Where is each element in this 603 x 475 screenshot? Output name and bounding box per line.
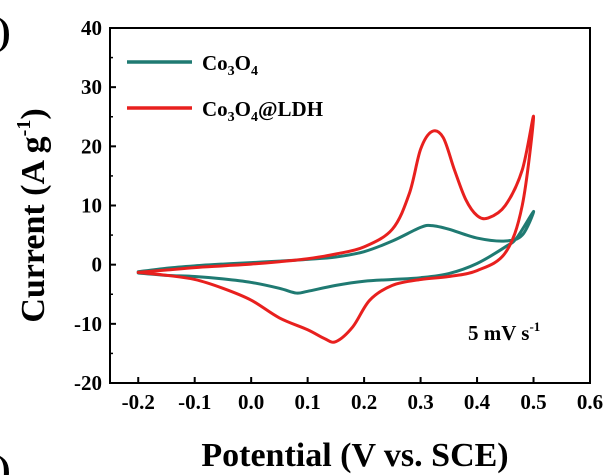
series-layer (136, 115, 536, 344)
x-tick-label: 0.5 (520, 390, 546, 414)
legend-label-part: Co (202, 51, 228, 75)
scan-rate-annotation: 5 mV s-1 (468, 319, 540, 345)
y-label-main: Current (A g (15, 136, 52, 322)
legend-label-part: 4 (251, 110, 258, 125)
y-tick-label: 20 (81, 134, 102, 158)
x-axis-ticks: -0.2 -0.1 0.0 0.1 0.2 0.3 0.4 0.5 0.6 (122, 377, 603, 414)
series-line-1 (136, 115, 536, 344)
x-tick-label: 0.6 (577, 390, 603, 414)
y-tick-label: 40 (81, 16, 102, 40)
y-tick-label: 30 (81, 75, 102, 99)
panel-mark-top: ) (0, 11, 11, 53)
x-tick-label: 0.1 (295, 390, 321, 414)
y-label-close: ) (15, 108, 52, 119)
legend-label: Co3O4@LDH (202, 97, 323, 125)
legend-label-part: O (235, 51, 251, 75)
legend-label-part: O (235, 97, 251, 121)
x-tick-label: 0.3 (407, 390, 433, 414)
legend-label-part: 4 (251, 64, 258, 79)
x-tick-label: 0.4 (464, 390, 491, 414)
x-tick-label: 0.2 (351, 390, 377, 414)
x-axis-label: Potential (V vs. SCE) (201, 437, 508, 474)
y-label-sup: -1 (13, 120, 35, 137)
y-axis-ticks: -20 -10 0 10 20 30 40 (74, 16, 116, 395)
legend-label-part: Co (202, 97, 228, 121)
y-axis-label: Current (A g-1) (13, 108, 52, 322)
x-tick-label: -0.2 (122, 390, 155, 414)
annotation-sup: -1 (529, 319, 540, 334)
y-tick-label: 10 (81, 194, 102, 218)
legend-label-part: @LDH (258, 97, 323, 121)
annotation-main: 5 mV s (468, 321, 529, 345)
y-tick-label: -10 (74, 312, 102, 336)
legend-label-part: 3 (228, 64, 235, 79)
legend-label-part: 3 (228, 110, 235, 125)
y-tick-label: 0 (92, 253, 103, 277)
legend-label: Co3O4 (202, 51, 258, 79)
y-tick-label: -20 (74, 371, 102, 395)
panel-mark-bottom: ) (0, 449, 11, 475)
x-tick-label: 0.0 (238, 390, 264, 414)
x-tick-label: -0.1 (178, 390, 211, 414)
